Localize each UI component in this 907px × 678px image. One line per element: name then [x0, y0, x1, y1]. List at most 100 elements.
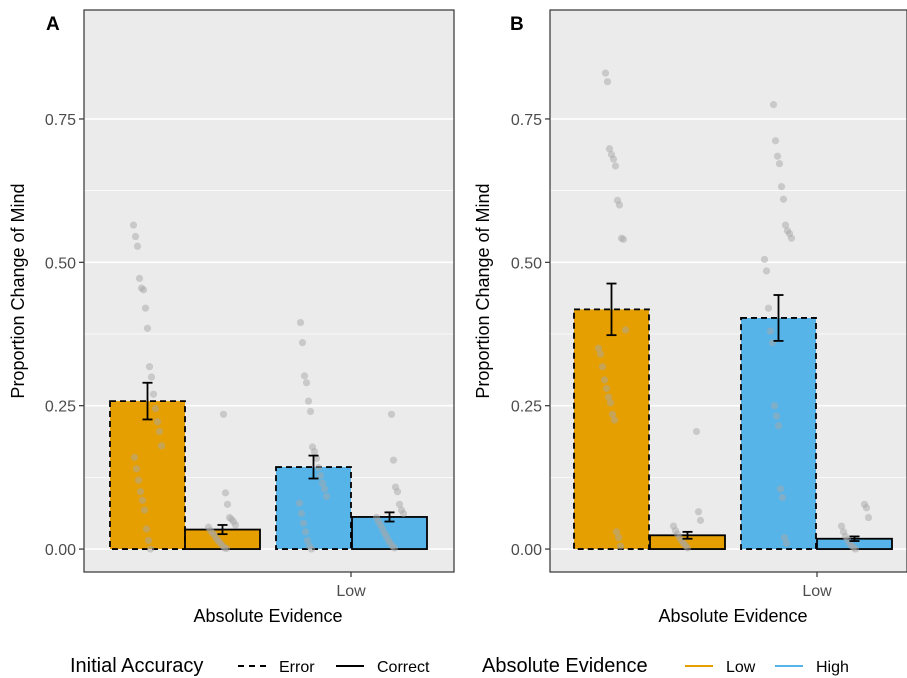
legend-error-label: Error — [279, 659, 315, 676]
data-point — [299, 519, 308, 527]
data-point — [135, 274, 144, 282]
data-point — [134, 476, 143, 484]
data-point — [605, 145, 614, 153]
data-point — [696, 516, 705, 524]
data-point — [389, 456, 398, 464]
data-point — [157, 442, 166, 450]
data-point — [221, 489, 230, 497]
data-point — [606, 399, 615, 407]
data-point — [153, 418, 162, 426]
data-point — [787, 234, 796, 242]
data-point — [304, 397, 313, 405]
panel-border — [83, 9, 455, 573]
bar-high-error — [740, 317, 817, 550]
data-point — [777, 183, 786, 191]
data-point — [771, 137, 780, 145]
data-point — [769, 101, 778, 109]
data-point — [621, 326, 630, 334]
data-point — [318, 479, 327, 487]
data-point — [601, 69, 610, 77]
data-point — [155, 427, 164, 436]
data-point — [303, 536, 312, 545]
data-point — [390, 544, 399, 552]
data-point — [301, 528, 310, 536]
data-point — [594, 344, 603, 352]
panel-letter: A — [46, 14, 60, 35]
legend-evidence-title: Absolute Evidence — [482, 655, 648, 677]
data-point — [129, 221, 138, 229]
x-axis-title: Absolute Evidence — [193, 606, 342, 626]
x-axis-title: Absolute Evidence — [658, 606, 807, 626]
data-point — [851, 545, 860, 553]
data-point — [616, 542, 625, 550]
data-point — [142, 525, 151, 533]
data-point — [615, 201, 624, 209]
data-point — [782, 539, 791, 547]
y-tick-label: 0.75 — [511, 112, 542, 129]
legend-correct-label: Correct — [377, 659, 430, 676]
y-tick-label: 0.00 — [511, 542, 542, 559]
data-point — [147, 373, 156, 381]
x-tick-label: Low — [336, 583, 366, 600]
y-tick-label: 0.50 — [511, 255, 542, 272]
data-point — [837, 522, 846, 530]
data-point — [138, 496, 147, 504]
data-point — [151, 404, 160, 413]
data-point — [322, 492, 331, 500]
data-point — [760, 255, 769, 264]
data-point — [133, 242, 142, 250]
legend: Initial Accuracy Error Correct Absolute … — [70, 655, 849, 677]
data-point — [770, 402, 779, 410]
data-point — [612, 528, 621, 536]
data-point — [604, 393, 613, 401]
data-point — [600, 376, 609, 384]
y-tick-label: 0.75 — [45, 112, 76, 129]
data-point — [146, 545, 155, 553]
data-point — [149, 390, 158, 398]
legend-low-label: Low — [726, 659, 756, 676]
y-axis-title: Proportion Change of Mind — [8, 183, 28, 398]
data-point — [139, 286, 148, 294]
data-point — [393, 488, 402, 496]
y-tick-label: 0.50 — [45, 255, 76, 272]
data-point — [314, 464, 323, 472]
panel-letter: B — [510, 14, 524, 35]
x-tick-label: Low — [802, 583, 832, 600]
panel-b: 0.00 0.25 0.50 0.75 Low Absolute Evidence Prop… — [473, 9, 907, 626]
data-point — [132, 465, 141, 473]
data-point — [603, 78, 612, 86]
data-point — [140, 506, 149, 514]
data-point — [779, 195, 788, 203]
data-point — [598, 363, 607, 371]
data-point — [780, 533, 789, 542]
legend-high-label: High — [816, 659, 849, 676]
data-point — [596, 350, 605, 358]
data-point — [141, 304, 150, 312]
data-point — [222, 544, 231, 553]
data-point — [614, 533, 623, 542]
y-tick-label: 0.00 — [45, 542, 76, 559]
data-point — [694, 508, 703, 516]
data-point — [602, 384, 611, 393]
data-point — [136, 488, 145, 496]
data-point — [312, 454, 321, 463]
data-point — [143, 324, 152, 332]
data-point — [300, 372, 309, 380]
data-point — [778, 493, 787, 502]
data-point — [772, 412, 781, 420]
data-point — [610, 416, 619, 424]
data-point — [608, 410, 617, 418]
data-point — [298, 339, 307, 347]
data-point — [683, 544, 692, 552]
panel-border — [549, 9, 907, 573]
data-point — [295, 499, 304, 507]
data-point — [764, 304, 773, 312]
data-point — [387, 410, 396, 418]
data-point — [145, 363, 154, 371]
data-point — [306, 407, 315, 416]
data-point — [611, 162, 620, 170]
data-point — [395, 500, 404, 508]
data-point — [296, 318, 305, 327]
data-point — [130, 453, 139, 461]
